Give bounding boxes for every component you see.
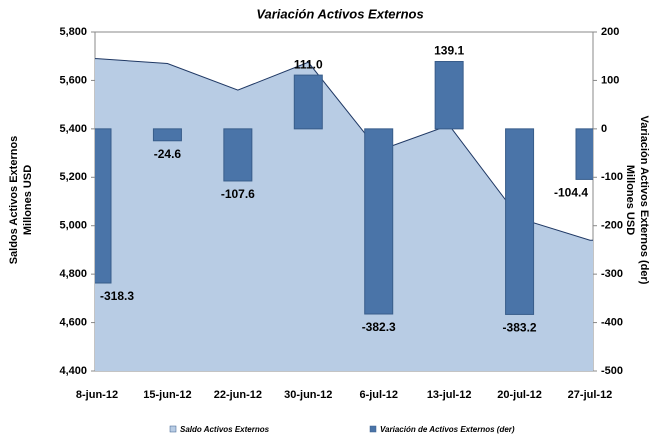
y-tick-label: 5,000 [59,220,87,232]
bar [223,128,253,182]
data-label: -382.3 [362,320,396,334]
bar [364,128,394,315]
data-label: 111.0 [294,57,323,71]
bar [95,128,112,284]
x-tick-label: 15-jun-12 [143,389,191,401]
y-tick-label: 4,600 [59,316,87,328]
y2-tick-label: 0 [601,123,607,135]
y2-tick-label: -400 [601,316,623,328]
bar [152,128,182,142]
x-tick-label: 27-jul-12 [568,389,613,401]
area-line [95,58,593,241]
y2-tick-label: -100 [601,171,623,183]
bar [293,74,323,130]
y-axis-label: Saldos Activos Externos [8,136,20,265]
plot-marks [95,58,593,371]
x-tick-label: 8-jun-12 [76,389,118,401]
legend-swatch [369,425,377,433]
data-label: 139.1 [434,44,464,58]
data-label: -104.4 [554,186,588,200]
data-label: -24.6 [154,147,182,161]
legend-label: Saldo Activos Externos [180,425,270,434]
data-label: -383.2 [503,321,537,335]
y2-tick-label: 100 [601,74,619,86]
area [95,58,593,371]
x-tick-label: 22-jun-12 [214,389,262,401]
y-tick-label: 4,400 [59,365,87,377]
y-tick-label: 5,400 [59,123,87,135]
x-tick-label: 13-jul-12 [427,389,472,401]
x-tick-label: 20-jul-12 [497,389,542,401]
y2-axis-label: Millones USD [624,165,636,235]
y-tick-label: 5,200 [59,171,87,183]
y2-tick-label: -300 [601,268,623,280]
y-axis-label: Millones USD [22,165,34,235]
y-tick-label: 5,600 [59,74,87,86]
y2-tick-label: 200 [601,26,619,38]
bar [505,128,535,315]
legend-label: Variación de Activos Externos (der) [380,425,515,434]
y-tick-label: 4,800 [59,268,87,280]
bar [575,128,593,180]
x-tick-label: 6-jul-12 [359,389,398,401]
chart-title: Variación Activos Externos [256,6,423,21]
data-label: -107.6 [221,187,255,201]
x-tick-label: 30-jun-12 [284,389,332,401]
y2-axis-label: Variación Activos Externos (der) [638,116,650,285]
bar [434,60,464,130]
data-label: -318.3 [100,289,134,303]
y2-tick-label: -200 [601,220,623,232]
y2-tick-label: -500 [601,365,623,377]
legend-swatch [169,425,177,433]
y-tick-label: 5,800 [59,26,87,38]
